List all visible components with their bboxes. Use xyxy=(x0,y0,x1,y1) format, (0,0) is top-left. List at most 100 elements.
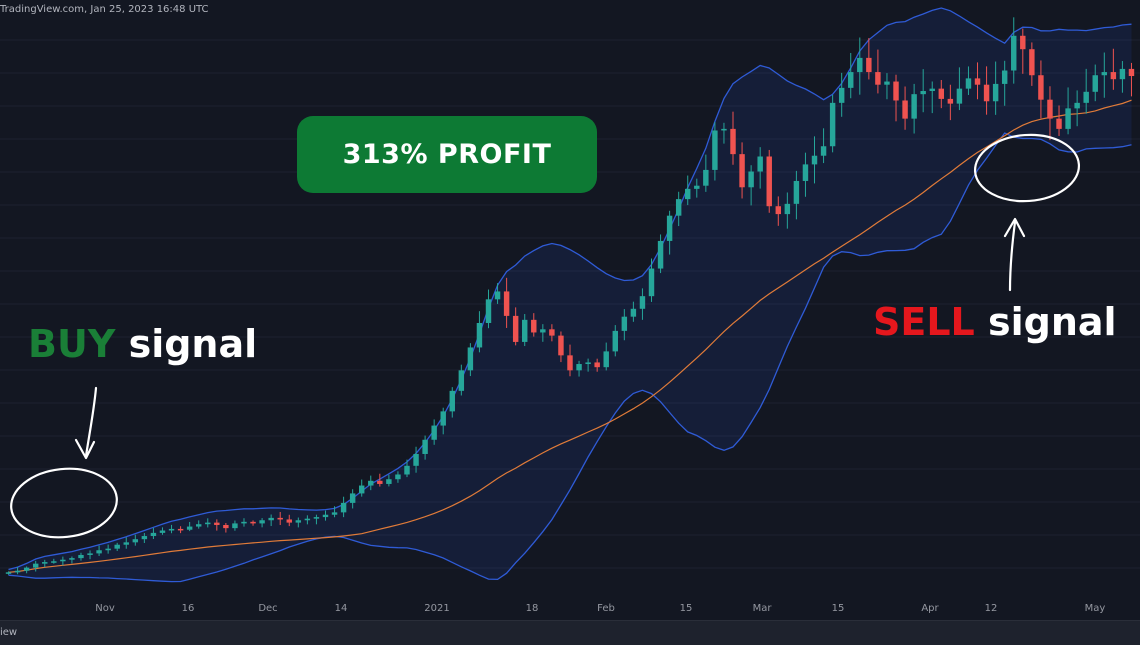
candle-up xyxy=(69,558,75,560)
candle-up xyxy=(404,465,410,475)
candle-up xyxy=(368,480,374,486)
moving-average-line xyxy=(8,99,1132,573)
candle-up xyxy=(585,362,591,365)
candle-up xyxy=(757,156,763,172)
chart-header-text: TradingView.com, Jan 25, 2023 16:48 UTC xyxy=(0,4,209,15)
candle-up xyxy=(331,512,338,515)
buy-signal-word: signal xyxy=(128,322,258,366)
candle-up xyxy=(884,81,890,85)
candle-up xyxy=(603,351,609,368)
candle-down xyxy=(223,524,229,529)
candle-up xyxy=(413,453,419,466)
candle-up xyxy=(440,411,446,426)
candle-down xyxy=(1056,118,1062,129)
candle-down xyxy=(549,329,555,336)
candle-up xyxy=(838,87,845,103)
chart-grid xyxy=(0,39,1140,569)
buy-word: BUY xyxy=(28,322,116,366)
candle-down xyxy=(730,128,736,155)
candle-down xyxy=(558,335,564,356)
candle-up xyxy=(685,188,691,200)
candle-up xyxy=(186,526,193,530)
candle-up xyxy=(820,146,827,156)
candle-down xyxy=(250,521,256,524)
candle-up xyxy=(259,520,265,524)
profit-badge: 313% PROFIT xyxy=(297,116,597,193)
candle-up xyxy=(648,268,655,297)
candle-up xyxy=(168,528,175,531)
candle-up xyxy=(458,370,465,391)
candle-down xyxy=(177,528,184,531)
candle-up xyxy=(313,517,320,519)
bottom-toolbar: iew xyxy=(0,620,1140,645)
candle-down xyxy=(983,84,990,102)
sell-arrow-head xyxy=(1003,217,1026,238)
candle-down xyxy=(512,315,519,342)
candle-up xyxy=(87,553,93,555)
candle-up xyxy=(78,554,84,559)
x-tick-label: Feb xyxy=(597,603,615,614)
sell-word: SELL xyxy=(873,300,975,344)
candle-up xyxy=(96,550,102,554)
candle-up xyxy=(857,57,863,73)
candle-up xyxy=(485,299,492,323)
candle-down xyxy=(531,319,537,333)
candle-up xyxy=(992,83,999,102)
candle-down xyxy=(503,291,510,316)
sell-arrow-annotation xyxy=(1008,220,1017,292)
candle-down xyxy=(377,480,383,484)
candle-up xyxy=(141,536,148,540)
candle-down xyxy=(567,355,573,371)
candle-up xyxy=(494,291,501,300)
candle-up xyxy=(304,518,311,521)
candle-down xyxy=(1047,99,1053,119)
candle-down xyxy=(1128,68,1135,77)
candle-up xyxy=(540,329,546,333)
buy-arrow-head xyxy=(74,438,96,460)
candle-up xyxy=(639,296,646,309)
candle-up xyxy=(630,308,637,317)
candle-up xyxy=(748,171,754,188)
candle-up xyxy=(42,562,48,564)
candle-up xyxy=(395,474,401,480)
candle-up xyxy=(721,128,727,131)
candle-up xyxy=(159,530,166,533)
candle-up xyxy=(911,94,917,119)
candle-up xyxy=(956,88,963,104)
candle-up xyxy=(694,185,700,189)
candle-down xyxy=(1110,72,1117,80)
candle-up xyxy=(929,88,935,92)
candle-up xyxy=(793,180,800,204)
bottom-toolbar-text: iew xyxy=(0,627,18,638)
candle-down xyxy=(893,81,899,101)
candle-down xyxy=(1038,75,1044,100)
candle-down xyxy=(766,156,772,207)
bollinger-lower-band xyxy=(8,132,1132,583)
candle-down xyxy=(1029,49,1035,76)
bollinger-upper-band xyxy=(8,7,1132,571)
candle-up xyxy=(449,390,455,412)
candle-up xyxy=(60,559,66,562)
candle-up xyxy=(829,102,836,147)
candle-down xyxy=(286,519,292,523)
candle-up xyxy=(1011,35,1017,71)
buy-circle-annotation xyxy=(10,467,118,539)
buy-signal-label: BUY signal xyxy=(28,322,257,366)
candle-down xyxy=(866,57,872,73)
sell-signal-label: SELL signal xyxy=(873,300,1117,344)
candle-up xyxy=(105,548,111,551)
candle-up xyxy=(1092,75,1098,92)
candle-up xyxy=(703,169,709,186)
candle-up xyxy=(811,155,818,165)
candle-up xyxy=(349,493,356,503)
x-tick-label: May xyxy=(1085,603,1106,614)
candle-up xyxy=(205,522,211,525)
candle-up xyxy=(132,539,139,543)
candle-up xyxy=(123,542,129,545)
candle-up xyxy=(612,330,618,352)
x-tick-label: 18 xyxy=(526,603,539,614)
candle-up xyxy=(232,523,238,529)
candle-up xyxy=(1083,91,1089,103)
